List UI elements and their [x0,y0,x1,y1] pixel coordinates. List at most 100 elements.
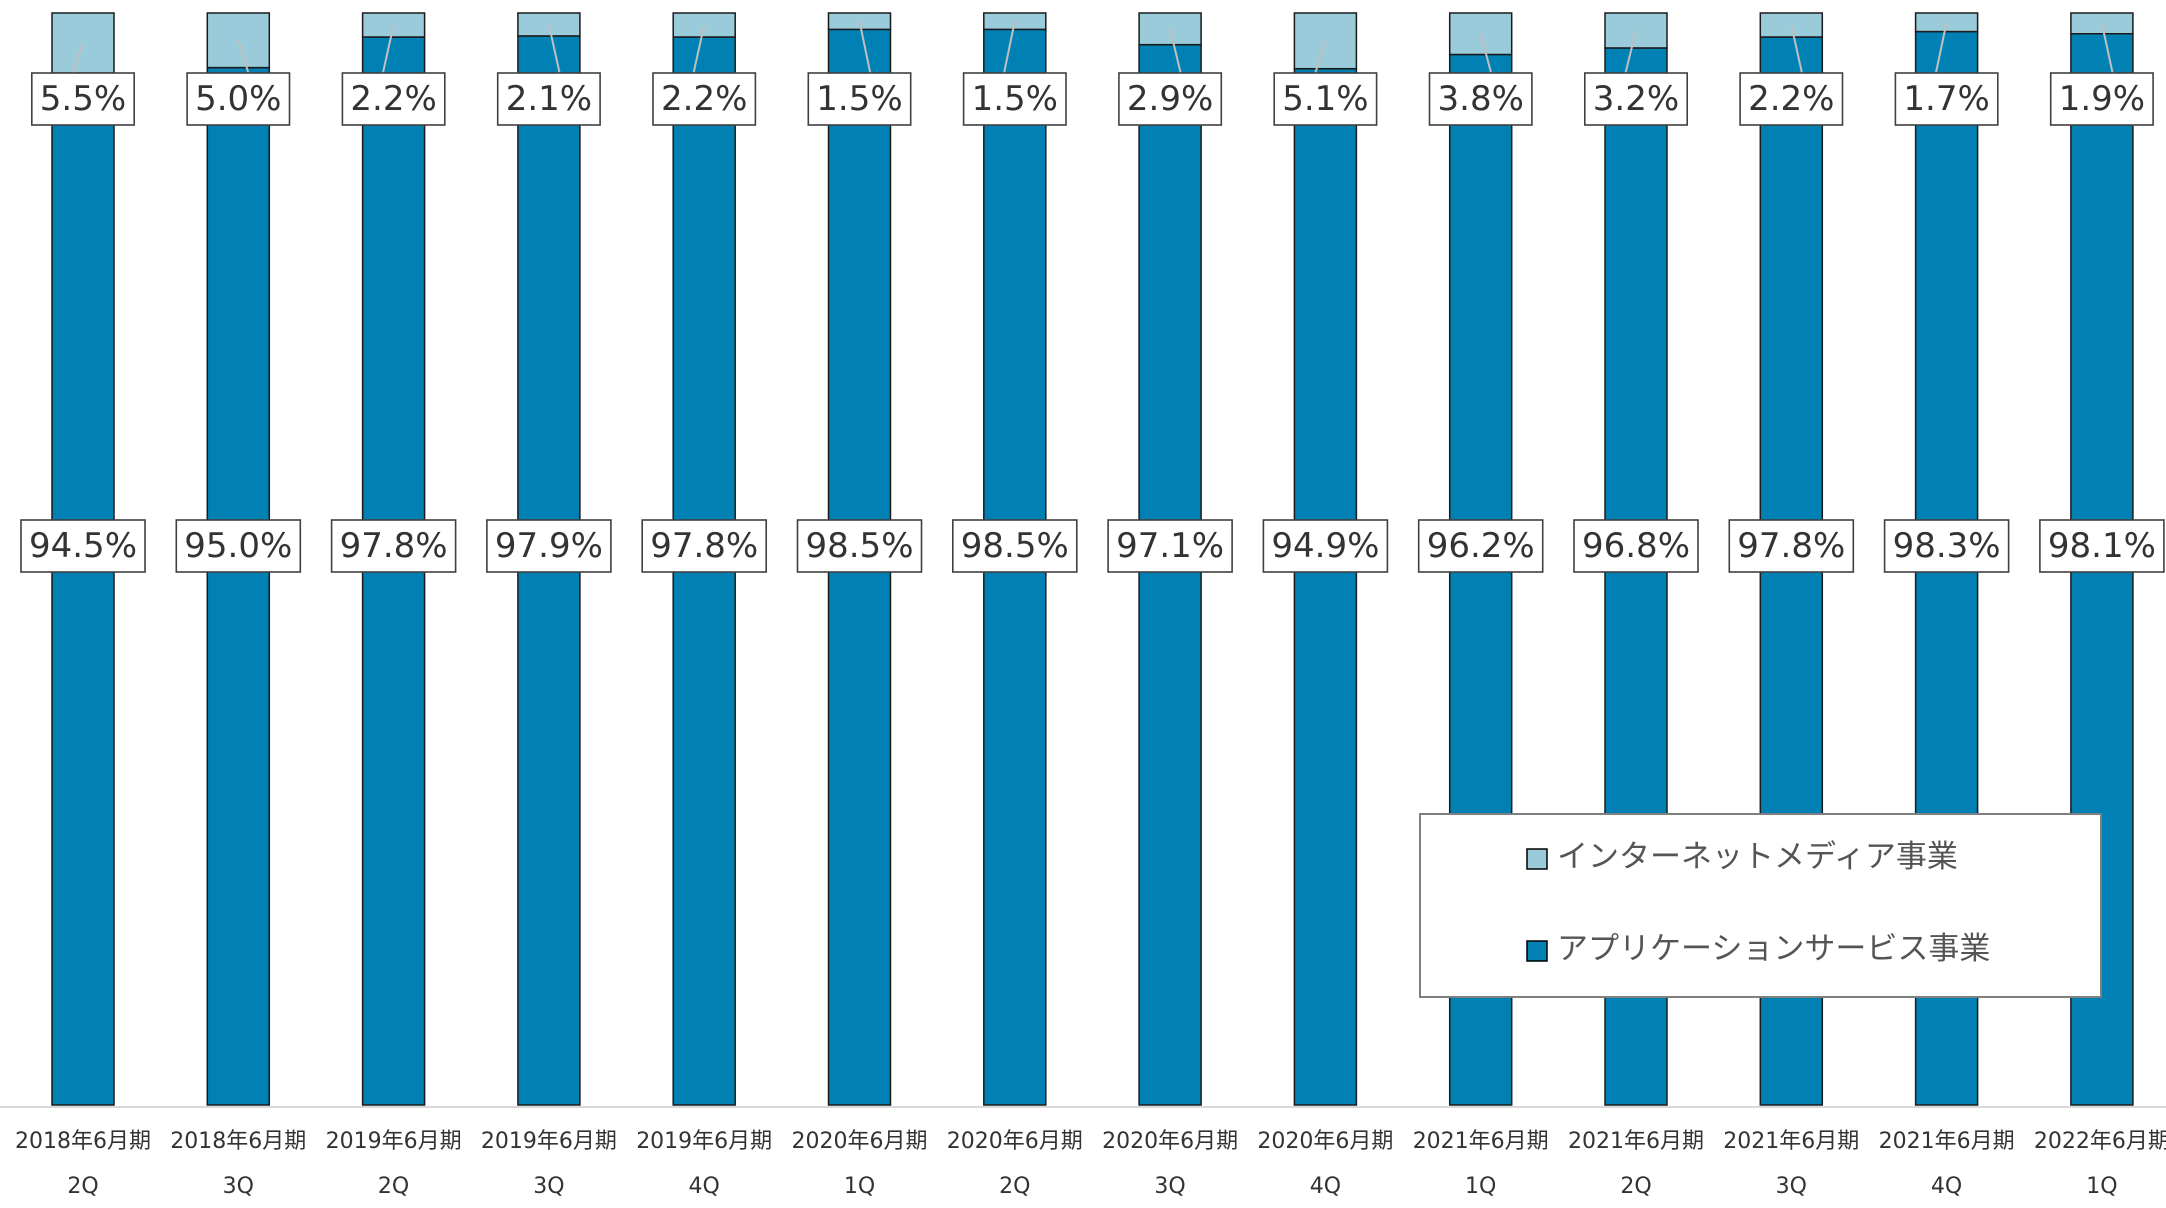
legend-swatch-application-service [1526,940,1548,962]
leader-line [547,24,562,80]
data-label-application-service-box [641,519,768,573]
category-label-quarter: 1Q [1465,1174,1496,1199]
data-label-internet-media-box [1739,72,1844,126]
leader-line [1623,30,1637,80]
bar-application-service [1138,43,1202,1106]
data-label-application-service-box [951,519,1078,573]
data-label-internet-media-text: 2.2% [1748,79,1834,119]
bar-application-service [206,66,271,1106]
data-label-application-service-text: 98.1% [2048,526,2156,566]
data-label-internet-media-text: 1.5% [972,79,1058,119]
data-label-application-service-text: 94.5% [29,526,137,566]
bar-internet-media [206,12,271,69]
data-label-internet-media-box [2049,72,2154,126]
data-label-application-service-text: 95.0% [184,526,292,566]
category-label-quarter: 4Q [1310,1174,1341,1199]
bar-internet-media [983,12,1047,31]
data-label-internet-media-text: 1.5% [816,79,902,119]
data-label-internet-media-box [807,72,912,126]
data-label-application-service-text: 98.3% [1893,526,2001,566]
data-label-internet-media-text: 2.9% [1127,79,1213,119]
data-label-internet-media-box [1118,72,1223,126]
data-label-application-service-text: 97.1% [1116,526,1224,566]
category-label-quarter: 3Q [223,1174,254,1199]
data-label-internet-media-box [1584,72,1688,126]
data-label-application-service-text: 97.8% [1737,526,1845,566]
leader-line [1001,20,1016,80]
data-label-internet-media-text: 2.2% [661,79,747,119]
bar-application-service [1293,67,1358,1106]
category-label-quarter: 3Q [1776,1174,1807,1199]
data-label-application-service-text: 96.8% [1582,526,1690,566]
category-label-period: 2020年6月期 [792,1129,928,1154]
data-label-internet-media-box [31,72,135,126]
data-label-application-service-box [796,519,923,573]
category-label-quarter: 3Q [533,1174,564,1199]
category-label-quarter: 1Q [2086,1174,2117,1199]
data-label-application-service-box [2039,519,2165,573]
data-label-internet-media-text: 3.2% [1593,79,1679,119]
category-label-quarter: 2Q [1620,1174,1651,1199]
leader-line [1169,28,1184,80]
bar-internet-media [1138,12,1202,46]
data-label-internet-media-text: 2.2% [350,79,436,119]
leader-line [858,20,873,80]
legend-label-internet-media: インターネットメディア事業 [1557,839,1958,875]
data-label-application-service-text: 97.8% [340,526,448,566]
data-label-application-service-text: 97.8% [650,526,758,566]
category-label-quarter: 2Q [67,1174,98,1199]
category-label-period: 2021年6月期 [1413,1129,1549,1154]
category-label-period: 2022年6月期 [2034,1129,2166,1154]
data-label-application-service-text: 96.2% [1427,526,1535,566]
data-label-internet-media-text: 5.0% [195,79,281,119]
category-label-period: 2021年6月期 [1723,1129,1859,1154]
leader-line [2100,23,2115,80]
legend: インターネットメディア事業 アプリケーションサービス事業 [1419,813,2102,998]
leader-line [1790,24,1805,80]
data-label-internet-media-text: 1.9% [2059,79,2145,119]
data-label-application-service-text: 97.9% [495,526,603,566]
data-label-application-service-box [1262,519,1389,573]
data-label-application-service-text: 94.9% [1271,526,1379,566]
bar-application-service [51,72,115,1106]
bar-internet-media [827,12,892,31]
data-label-internet-media-text: 2.1% [506,79,592,119]
category-label-period: 2020年6月期 [1102,1129,1238,1154]
data-label-internet-media-box [1894,72,1999,126]
category-label-quarter: 3Q [1154,1174,1185,1199]
data-label-internet-media-text: 3.8% [1438,79,1524,119]
data-label-application-service-box [1883,519,2010,573]
category-label-period: 2018年6月期 [170,1129,306,1154]
category-label-quarter: 2Q [999,1174,1030,1199]
category-label-period: 2018年6月期 [15,1129,151,1154]
data-label-internet-media-text: 5.5% [40,79,126,119]
category-label-quarter: 4Q [689,1174,720,1199]
category-label-quarter: 2Q [378,1174,409,1199]
data-label-internet-media-box [1428,72,1533,126]
category-labels-layer: 2018年6月期 2Q 2018年6月期 3Q 2019年6月期 2Q 2019年6月期 3Q… [15,1129,2166,1199]
data-label-internet-media-text: 1.7% [1903,79,1989,119]
category-label-period: 2021年6月期 [1568,1129,1704,1154]
data-label-internet-media-box [341,72,446,126]
legend-swatch-internet-media [1526,848,1548,870]
bar-internet-media [1604,12,1668,49]
data-labels-layer: 5.5% 94.5% 5.0% 95.0% 2.2% 97.8% 2.1% 97.9% 2.2%… [20,72,2165,573]
data-label-application-service-text: 98.5% [961,526,1069,566]
data-label-application-service-box [1573,519,1699,573]
category-label-period: 2020年6月期 [1257,1129,1393,1154]
legend-box [1419,813,2102,998]
data-label-application-service-box [1107,519,1233,573]
category-label-period: 2019年6月期 [326,1129,462,1154]
data-label-internet-media-box [962,72,1067,126]
category-label-period: 2019年6月期 [481,1129,617,1154]
data-label-application-service-box [1728,519,1855,573]
data-label-internet-media-text: 5.1% [1282,79,1368,119]
data-label-application-service-box [1417,519,1544,573]
leader-line [691,24,706,80]
data-label-application-service-box [175,519,302,573]
leader-line [380,24,395,80]
category-label-quarter: 4Q [1931,1174,1962,1199]
data-label-application-service-box [330,519,457,573]
data-label-internet-media-box [652,72,757,126]
